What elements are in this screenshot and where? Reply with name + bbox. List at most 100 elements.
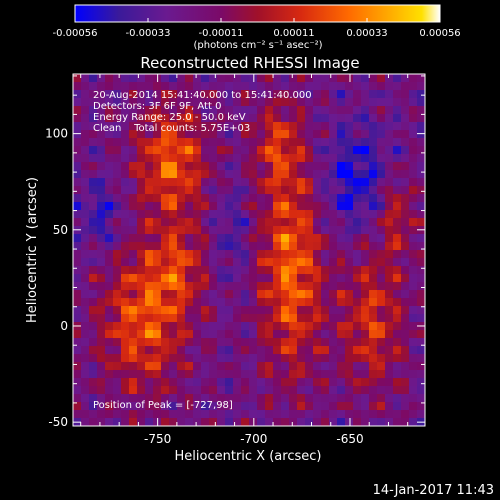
heatmap-cell bbox=[377, 282, 386, 291]
heatmap-cell bbox=[161, 386, 170, 395]
heatmap-cell bbox=[321, 250, 330, 259]
heatmap-cell bbox=[361, 410, 370, 419]
heatmap-cell bbox=[233, 138, 242, 147]
heatmap-cell bbox=[265, 106, 274, 115]
heatmap-cell bbox=[153, 202, 162, 211]
heatmap-cell bbox=[89, 394, 98, 403]
heatmap-cell bbox=[121, 274, 130, 283]
heatmap-cell bbox=[361, 290, 370, 299]
heatmap-cell bbox=[121, 306, 130, 315]
heatmap-cell bbox=[305, 242, 314, 251]
info-detectors: Detectors: 3F 6F 9F, Att 0 bbox=[93, 101, 221, 112]
heatmap-cell bbox=[193, 226, 202, 235]
heatmap-cell bbox=[393, 154, 402, 163]
heatmap-cell bbox=[353, 394, 362, 403]
heatmap-cell bbox=[385, 210, 394, 219]
heatmap-cell bbox=[185, 162, 194, 171]
heatmap-cell bbox=[217, 178, 226, 187]
heatmap-cell bbox=[153, 322, 162, 331]
heatmap-cell bbox=[409, 282, 418, 291]
heatmap-cell bbox=[105, 186, 114, 195]
heatmap-cell bbox=[81, 114, 90, 123]
heatmap-cell bbox=[177, 178, 186, 187]
heatmap-cell bbox=[161, 82, 170, 91]
heatmap-cell bbox=[145, 226, 154, 235]
heatmap-cell bbox=[345, 402, 354, 411]
heatmap-cell bbox=[233, 114, 242, 123]
heatmap-cell bbox=[129, 314, 138, 323]
heatmap-cell bbox=[89, 362, 98, 371]
heatmap-cell bbox=[337, 410, 346, 419]
heatmap-cell bbox=[409, 330, 418, 339]
heatmap-cell bbox=[193, 274, 202, 283]
heatmap-cell bbox=[145, 114, 154, 123]
heatmap-cell bbox=[201, 162, 210, 171]
heatmap-cell bbox=[225, 258, 234, 267]
heatmap-cell bbox=[305, 178, 314, 187]
heatmap-cell bbox=[265, 354, 274, 363]
heatmap-cell bbox=[121, 362, 130, 371]
heatmap-cell bbox=[353, 162, 362, 171]
heatmap-cell bbox=[401, 330, 410, 339]
heatmap-cell bbox=[409, 354, 418, 363]
heatmap-cell bbox=[361, 122, 370, 131]
heatmap-cell bbox=[97, 298, 106, 307]
heatmap-cell bbox=[217, 98, 226, 107]
heatmap-cell bbox=[377, 378, 386, 387]
heatmap-cell bbox=[97, 314, 106, 323]
heatmap-cell bbox=[281, 370, 290, 379]
heatmap-cell bbox=[385, 82, 394, 91]
heatmap-cell bbox=[217, 298, 226, 307]
heatmap-cell bbox=[417, 218, 425, 227]
heatmap-cell bbox=[281, 226, 290, 235]
heatmap-cell bbox=[353, 338, 362, 347]
heatmap-cell bbox=[385, 226, 394, 235]
heatmap-cell bbox=[393, 306, 402, 315]
heatmap-cell bbox=[129, 138, 138, 147]
heatmap-cell bbox=[185, 362, 194, 371]
heatmap-cell bbox=[273, 330, 282, 339]
heatmap-cell bbox=[257, 298, 266, 307]
heatmap-cell bbox=[337, 74, 346, 83]
heatmap-cell bbox=[177, 370, 186, 379]
heatmap-cell bbox=[185, 330, 194, 339]
heatmap-cell bbox=[289, 362, 298, 371]
heatmap-cell bbox=[193, 282, 202, 291]
heatmap-cell bbox=[353, 418, 362, 426]
heatmap-cell bbox=[241, 234, 250, 243]
heatmap-cell bbox=[137, 210, 146, 219]
heatmap-cell bbox=[241, 330, 250, 339]
heatmap-cell bbox=[129, 330, 138, 339]
heatmap-cell bbox=[401, 170, 410, 179]
heatmap-cell bbox=[329, 402, 338, 411]
heatmap-cell bbox=[409, 274, 418, 283]
heatmap-cell bbox=[305, 194, 314, 203]
heatmap-cell bbox=[305, 346, 314, 355]
heatmap-cell bbox=[169, 378, 178, 387]
heatmap-cell bbox=[97, 306, 106, 315]
heatmap-cell bbox=[273, 258, 282, 267]
heatmap-cell bbox=[225, 218, 234, 227]
heatmap-cell bbox=[377, 210, 386, 219]
heatmap-cell bbox=[121, 98, 130, 107]
heatmap-cell bbox=[137, 418, 146, 426]
heatmap-cell bbox=[249, 226, 258, 235]
heatmap-cell bbox=[137, 402, 146, 411]
heatmap-cell bbox=[177, 378, 186, 387]
heatmap-cell bbox=[233, 250, 242, 259]
heatmap-cell bbox=[281, 362, 290, 371]
heatmap-cell bbox=[249, 402, 258, 411]
heatmap-cell bbox=[377, 242, 386, 251]
heatmap-cell bbox=[233, 242, 242, 251]
heatmap-cell bbox=[201, 186, 210, 195]
heatmap-cell bbox=[417, 170, 425, 179]
heatmap-cell bbox=[249, 170, 258, 179]
heatmap-cell bbox=[369, 266, 378, 275]
heatmap-cell bbox=[185, 130, 194, 139]
heatmap-cell bbox=[329, 314, 338, 323]
heatmap-cell bbox=[129, 122, 138, 131]
heatmap-cell bbox=[409, 218, 418, 227]
heatmap-cell bbox=[329, 74, 338, 83]
heatmap-cell bbox=[401, 306, 410, 315]
heatmap-cell bbox=[185, 306, 194, 315]
